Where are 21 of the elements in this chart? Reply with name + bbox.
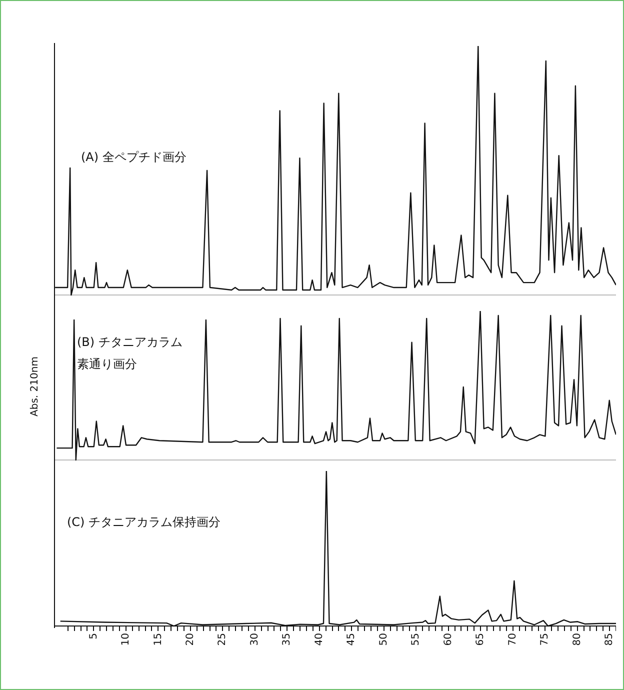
x-tick-label: 25 [217, 633, 228, 646]
x-tick-label: 70 [507, 633, 518, 646]
x-tick-label: 60 [442, 633, 454, 646]
x-tick-label: 80 [572, 633, 583, 646]
x-tick-label: 50 [378, 633, 390, 646]
text: (C) チタニアカラム保持画分 [67, 514, 222, 531]
x-tick-label: 30 [249, 633, 260, 646]
y-axis-title: Abs. 210nm [29, 356, 40, 416]
text: (B) チタニアカラム素通り画分 [77, 334, 184, 373]
x-tick-label: 85 [604, 633, 616, 646]
x-tick-label: 20 [185, 633, 196, 646]
x-tick-label: 55 [410, 633, 422, 646]
x-tick-label: 35 [282, 633, 293, 646]
text: (A) 全ペプチド画分 [81, 149, 188, 166]
x-tick-label: 15 [152, 633, 164, 646]
x-tick-label: 65 [475, 633, 486, 646]
x-tick-label: 75 [540, 633, 551, 646]
x-tick-label: 10 [120, 633, 132, 646]
x-tick-label: 45 [346, 633, 358, 646]
x-tick-label: 5 [88, 633, 100, 640]
x-tick-label: 40 [314, 633, 325, 646]
